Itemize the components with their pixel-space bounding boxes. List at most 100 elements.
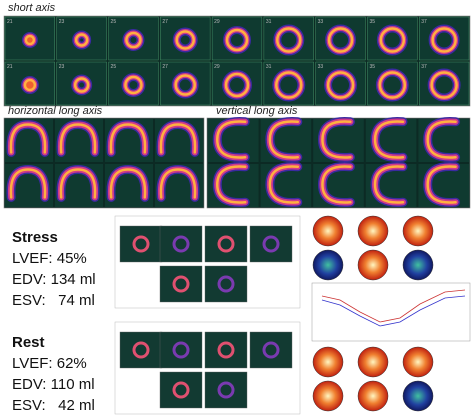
thumb-ring: [172, 275, 190, 293]
horseshoe: [317, 162, 355, 207]
horseshoe: [6, 119, 50, 157]
horseshoe: [370, 162, 408, 207]
tile: [160, 16, 211, 61]
horseshoe: [370, 117, 408, 162]
frame-number: 29: [214, 64, 220, 70]
section-label: short axis: [8, 2, 56, 14]
ring-inner: [175, 30, 195, 50]
hs-inner: [59, 168, 97, 199]
ring-inner: [74, 33, 89, 47]
hs-inner: [373, 165, 405, 204]
polar-map: [357, 215, 389, 247]
ring-inner: [431, 27, 457, 53]
thumb-ring: [132, 235, 150, 253]
hs-inner: [109, 168, 147, 199]
thumb: [119, 225, 163, 263]
thumb-ring: [217, 341, 235, 359]
horseshoe: [56, 164, 100, 202]
hs-inner: [159, 168, 197, 199]
horseshoe: [6, 164, 50, 202]
ring-inner: [379, 27, 406, 53]
horseshoe: [106, 164, 150, 202]
rest-edv: EDV: 110 ml: [12, 376, 95, 393]
horseshoe: [317, 117, 355, 162]
thumb: [204, 331, 248, 369]
hs-inner: [426, 120, 457, 159]
ring-inner: [326, 71, 355, 99]
polar-map: [357, 380, 389, 412]
curve: [321, 295, 466, 327]
thumb-ring: [262, 235, 280, 253]
tile: [108, 16, 159, 61]
section-label: horizontal long axis: [8, 105, 103, 117]
hs-inner: [109, 123, 147, 154]
frame-number: 29: [214, 19, 220, 25]
ring-inner: [24, 34, 36, 46]
ring-inner: [430, 71, 458, 99]
stress-esv: ESV: 74 ml: [12, 292, 95, 309]
ring-inner: [276, 27, 302, 53]
hs-inner: [321, 165, 352, 204]
ring-inner: [378, 71, 407, 99]
thumb: [119, 331, 163, 369]
ring-inner: [174, 74, 196, 96]
hs-inner: [9, 168, 47, 199]
thumb-ring: [172, 235, 190, 253]
polar-map: [402, 249, 434, 281]
thumb: [204, 371, 248, 409]
thumb-ring: [172, 381, 190, 399]
ring-inner: [124, 75, 143, 95]
thumb-ring: [172, 341, 190, 359]
thumb-ring: [217, 381, 235, 399]
frame-number: 31: [266, 19, 272, 25]
polar-map: [402, 346, 434, 378]
stress-lvef: LVEF: 45%: [12, 250, 87, 267]
horseshoe: [156, 119, 200, 157]
frame-number: 37: [421, 64, 427, 70]
hs-inner: [373, 120, 405, 159]
horseshoe: [423, 117, 461, 162]
polar-map: [312, 249, 344, 281]
frame-number: 23: [59, 64, 65, 70]
thumb: [159, 331, 203, 369]
ring-inner: [23, 78, 37, 92]
thumb: [204, 265, 248, 303]
rest-lvef: LVEF: 62%: [12, 355, 87, 372]
tile: [108, 61, 159, 106]
ring-inner: [73, 77, 90, 93]
hs-inner: [9, 123, 47, 154]
thumb: [204, 225, 248, 263]
thumb-ring: [217, 235, 235, 253]
hs-inner: [268, 165, 300, 204]
tile: [56, 61, 107, 106]
thumb-ring: [217, 275, 235, 293]
section-label: vertical long axis: [216, 105, 298, 117]
hs-inner: [268, 120, 300, 159]
curve: [321, 289, 466, 323]
horseshoe: [265, 162, 303, 207]
horseshoe: [56, 119, 100, 157]
frame-number: 35: [369, 64, 375, 70]
polar-map: [357, 249, 389, 281]
thumb-ring: [262, 341, 280, 359]
horseshoe: [106, 119, 150, 157]
polar-map: [312, 346, 344, 378]
rest-title: Rest: [12, 334, 45, 351]
hs-inner: [426, 165, 457, 204]
stress-edv: EDV: 134 ml: [12, 271, 96, 288]
frame-number: 31: [266, 64, 272, 70]
horseshoe: [423, 162, 461, 207]
rest-esv: ESV: 42 ml: [12, 397, 95, 414]
hs-inner: [216, 165, 247, 204]
ring-inner: [275, 71, 303, 99]
hs-inner: [159, 123, 197, 154]
ring-inner: [125, 31, 142, 49]
frame-number: 21: [7, 19, 13, 25]
thumb: [159, 265, 203, 303]
polar-map: [402, 215, 434, 247]
polar-map: [312, 380, 344, 412]
frame-number: 25: [111, 64, 117, 70]
frame-number: 21: [7, 64, 13, 70]
polar-map: [312, 215, 344, 247]
